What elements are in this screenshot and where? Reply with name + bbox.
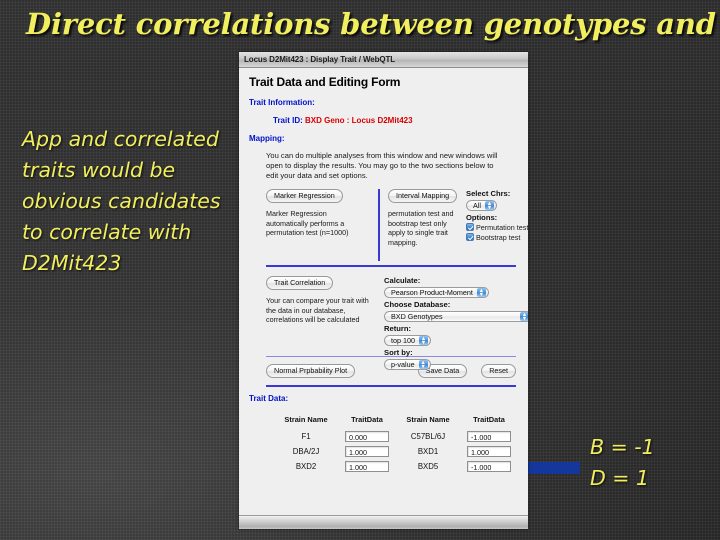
interval-mapping-description: permutation test and bootstrap test only… <box>388 209 454 247</box>
table-row: F1 0.000 C57BL/6J -1.000 <box>275 429 519 444</box>
strain-name-cell: BXD2 <box>295 462 317 471</box>
window-title-text: Locus D2Mit423 : Display Trait / WebQTL <box>244 55 396 64</box>
trait-correlation-column: Trait Correlation Your can compare your … <box>266 276 376 325</box>
table-row: DBA/2J 1.000 BXD1 1.000 <box>275 444 519 459</box>
mapping-heading: Mapping: <box>249 134 285 143</box>
traitdata-cell: 1.000 <box>337 444 397 459</box>
column-header-traitdata-1: TraitData <box>351 415 383 424</box>
sort-by-label: Sort by: <box>384 348 413 357</box>
table-row: BXD2 1.000 BXD5 -1.000 <box>275 459 519 474</box>
column-header-traitdata-2: TraitData <box>473 415 505 424</box>
reset-button[interactable]: Reset <box>481 364 516 378</box>
sort-by-value: p-value <box>391 360 415 369</box>
permutation-test-row[interactable]: Permutation test <box>466 223 528 232</box>
interval-mapping-column: Interval Mapping permutation test and bo… <box>388 189 460 247</box>
trait-id-label: Trait ID: <box>273 116 303 125</box>
column-header-strain-name-1: Strain Name <box>284 415 328 424</box>
traitdata-input[interactable]: 1.000 <box>467 446 511 457</box>
permutation-test-checkbox-icon[interactable] <box>466 223 474 231</box>
mapping-settings-column: Select Chrs: All ▲ ▼ Options: Permutation… <box>466 189 528 243</box>
mapping-options-row: Marker Regression Marker Regression auto… <box>266 189 528 263</box>
marker-regression-column: Marker Regression Marker Regression auto… <box>266 189 370 238</box>
slide-title: Direct correlations between genotypes an… <box>26 7 720 41</box>
mapping-section-rule <box>266 265 516 267</box>
strain-name-cell: F1 <box>301 432 311 441</box>
window-statusbar[interactable] <box>239 515 528 529</box>
action-buttons-row: Normal Prpbability Plot Save Data Reset <box>266 364 516 378</box>
genotype-legend: B = -1 D = 1 <box>590 432 655 494</box>
calculate-value: Pearson Product-Moment <box>391 288 473 297</box>
traitdata-input[interactable]: 0.000 <box>345 431 389 442</box>
traitdata-input[interactable]: -1.000 <box>467 461 511 472</box>
choose-database-value: BXD Genotypes <box>391 312 443 321</box>
sort-by-dropdown[interactable]: p-value ▲ ▼ <box>384 359 431 370</box>
bootstrap-test-label: Bootstrap test <box>476 233 521 243</box>
marker-regression-button[interactable]: Marker Regression <box>266 189 343 203</box>
return-dropdown[interactable]: top 100 ▲ ▼ <box>384 335 431 346</box>
chevron-updown-icon: ▲ ▼ <box>418 335 428 346</box>
chevron-updown-icon: ▲ ▼ <box>476 287 486 298</box>
return-label: Return: <box>384 324 411 333</box>
traitdata-cell: -1.000 <box>459 429 519 444</box>
normal-probability-plot-button[interactable]: Normal Prpbability Plot <box>266 364 356 378</box>
strain-name-cell: C57BL/6J <box>410 432 446 441</box>
mapping-intro-text: You can do multiple analyses from this w… <box>266 151 498 180</box>
traitdata-input[interactable]: 1.000 <box>345 461 389 472</box>
traitdata-input[interactable]: 1.000 <box>345 446 389 457</box>
trait-id-line: Trait ID: BXD Geno : Locus D2Mit423 <box>273 116 518 125</box>
window-titlebar[interactable]: Locus D2Mit423 : Display Trait / WebQTL <box>239 52 528 68</box>
genotype-legend-b: B = -1 <box>590 435 655 459</box>
trait-id-value: BXD Geno : Locus D2Mit423 <box>302 116 413 125</box>
calculate-label: Calculate: <box>384 276 421 285</box>
choose-database-label: Choose Database: <box>384 300 451 309</box>
select-chrs-value: All <box>473 201 481 210</box>
correlation-settings-column: Calculate: Pearson Product-Moment ▲ ▼ Cho… <box>384 276 528 372</box>
slide-body-text: App and correlated traits would be obvio… <box>22 127 221 275</box>
trait-data-table: Strain Name TraitData Strain Name TraitD… <box>275 415 519 474</box>
bootstrap-test-row[interactable]: Bootstrap test <box>466 233 528 242</box>
select-chrs-dropdown[interactable]: All ▲ ▼ <box>466 200 497 211</box>
table-header-row: Strain Name TraitData Strain Name TraitD… <box>275 415 519 429</box>
choose-database-dropdown[interactable]: BXD Genotypes ▲ ▼ <box>384 311 528 322</box>
interval-mapping-button[interactable]: Interval Mapping <box>388 189 458 203</box>
trait-data-heading: Trait Data: <box>249 394 289 403</box>
chevron-updown-icon: ▲ ▼ <box>485 200 494 211</box>
chevron-updown-icon: ▲ ▼ <box>520 311 528 322</box>
trait-correlation-button[interactable]: Trait Correlation <box>266 276 334 290</box>
browser-window: Locus D2Mit423 : Display Trait / WebQTL … <box>239 52 528 529</box>
correlation-options-row: Trait Correlation Your can compare your … <box>266 276 528 370</box>
traitdata-cell: 1.000 <box>337 459 397 474</box>
marker-regression-description: Marker Regression automatically performs… <box>266 209 349 238</box>
options-label: Options: <box>466 213 498 222</box>
page-content: Trait Data and Editing Form Trait Inform… <box>239 68 528 515</box>
chevron-updown-icon: ▲ ▼ <box>418 359 428 370</box>
select-chrs-label: Select Chrs: <box>466 189 511 198</box>
traitdata-cell: -1.000 <box>459 459 519 474</box>
traitdata-cell: 0.000 <box>337 429 397 444</box>
trait-correlation-description: Your can compare your trait with the dat… <box>266 296 369 325</box>
permutation-test-label: Permutation test <box>476 223 528 232</box>
strain-name-cell: BXD5 <box>417 462 439 471</box>
strain-name-cell: BXD1 <box>417 447 439 456</box>
strain-name-cell: DBA/2J <box>292 447 320 456</box>
mapping-divider <box>378 189 380 261</box>
page-title: Trait Data and Editing Form <box>249 75 401 89</box>
traitdata-input[interactable]: -1.000 <box>467 431 511 442</box>
column-header-strain-name-2: Strain Name <box>406 415 450 424</box>
traitdata-cell: 1.000 <box>459 444 519 459</box>
actions-top-rule <box>266 356 516 357</box>
calculate-dropdown[interactable]: Pearson Product-Moment ▲ ▼ <box>384 287 489 298</box>
genotype-legend-d: D = 1 <box>590 466 650 490</box>
trait-information-heading: Trait Information: <box>249 98 315 107</box>
return-value: top 100 <box>391 336 415 345</box>
bootstrap-test-checkbox-icon[interactable] <box>466 233 474 242</box>
trait-data-rule <box>266 385 516 387</box>
